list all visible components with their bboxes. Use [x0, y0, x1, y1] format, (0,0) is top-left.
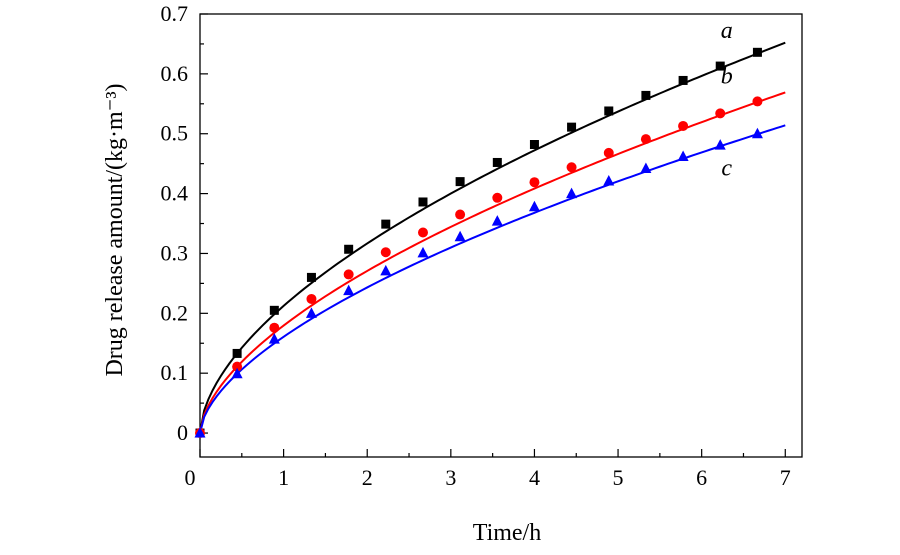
series-b-point [715, 108, 726, 119]
y-tick-label: 0.5 [161, 121, 189, 146]
series-a-point [418, 197, 428, 207]
series-b-line [199, 91, 786, 434]
series-a-line [199, 41, 786, 434]
series-b-point [417, 227, 428, 238]
series-a-point [306, 272, 316, 282]
series-b-point [343, 269, 354, 280]
series-c-point [305, 307, 317, 318]
series-b-point [306, 293, 317, 304]
series-markers [194, 47, 763, 439]
series-b-point [603, 147, 614, 158]
series-b-point [678, 120, 689, 131]
plot-area [199, 13, 803, 458]
series-c-point [640, 162, 652, 173]
series-b-point [269, 322, 280, 333]
series-c-point [194, 427, 206, 438]
x-axis-title: Time/h [473, 520, 541, 546]
series-c-point [454, 230, 466, 242]
series-b-point [455, 209, 466, 220]
series-a-point [678, 75, 688, 85]
series-a-point [232, 348, 242, 358]
series-a-point [641, 90, 651, 100]
x-tick-label: 3 [445, 465, 456, 490]
y-tick-label: 0.6 [161, 61, 189, 86]
x-tick-label: 1 [278, 465, 289, 490]
axis-ticks: 0 1 2 3 4 5 6 7 0 0.1 0.2 0.3 0.4 0.5 0.6 0.7 [161, 1, 791, 490]
series-annotations: ab c [721, 18, 733, 182]
x-tick-label: 0 [185, 465, 196, 490]
series-c-point [268, 333, 280, 344]
series-c-point [528, 200, 540, 212]
series-a-point [715, 61, 725, 71]
series-curves [199, 41, 786, 434]
series-a-point [604, 106, 614, 116]
series-c-point [343, 284, 355, 296]
y-tick-label: 0 [177, 420, 188, 445]
series-a-point [381, 219, 391, 229]
series-label-c: c [721, 156, 732, 182]
series-b-point [232, 361, 243, 372]
y-axis-title: Drug release amount/(kg·m⁻³) [102, 83, 128, 376]
x-tick-label: 2 [362, 465, 373, 490]
series-a-point [567, 122, 577, 132]
y-tick-label: 0.1 [161, 360, 189, 385]
y-tick-label: 0.3 [161, 240, 189, 265]
x-tick-label: 7 [780, 465, 791, 490]
series-c-line [199, 124, 786, 434]
series-label-b: b [721, 63, 733, 89]
y-tick-label: 0.7 [161, 1, 189, 26]
series-c-point [751, 127, 763, 139]
series-c-point [714, 139, 726, 150]
series-b-point [492, 192, 503, 203]
series-a-point [752, 47, 762, 57]
x-tick-label: 6 [696, 465, 707, 490]
series-a-point [269, 305, 279, 315]
y-tick-label: 0.2 [161, 300, 189, 325]
series-b-point [640, 134, 651, 145]
series-c-point [380, 264, 392, 276]
series-a-point [455, 177, 465, 187]
series-c-point [231, 367, 243, 379]
series-b-point [752, 96, 763, 107]
series-a-point [344, 244, 354, 254]
series-b-point [529, 177, 540, 188]
series-c-point [677, 150, 689, 161]
series-c-point [603, 175, 615, 186]
x-tick-label: 5 [613, 465, 624, 490]
x-tick-label: 4 [529, 465, 540, 490]
plot-frame [199, 13, 803, 458]
series-c-point [491, 215, 503, 226]
series-c-point [417, 246, 429, 258]
series-c-point [566, 187, 578, 199]
y-tick-label: 0.4 [161, 181, 189, 206]
series-b-point [566, 162, 577, 173]
series-a-point [492, 157, 502, 167]
series-b-point [380, 247, 391, 258]
series-label-a: a [721, 18, 733, 44]
series-a-point [529, 140, 539, 150]
